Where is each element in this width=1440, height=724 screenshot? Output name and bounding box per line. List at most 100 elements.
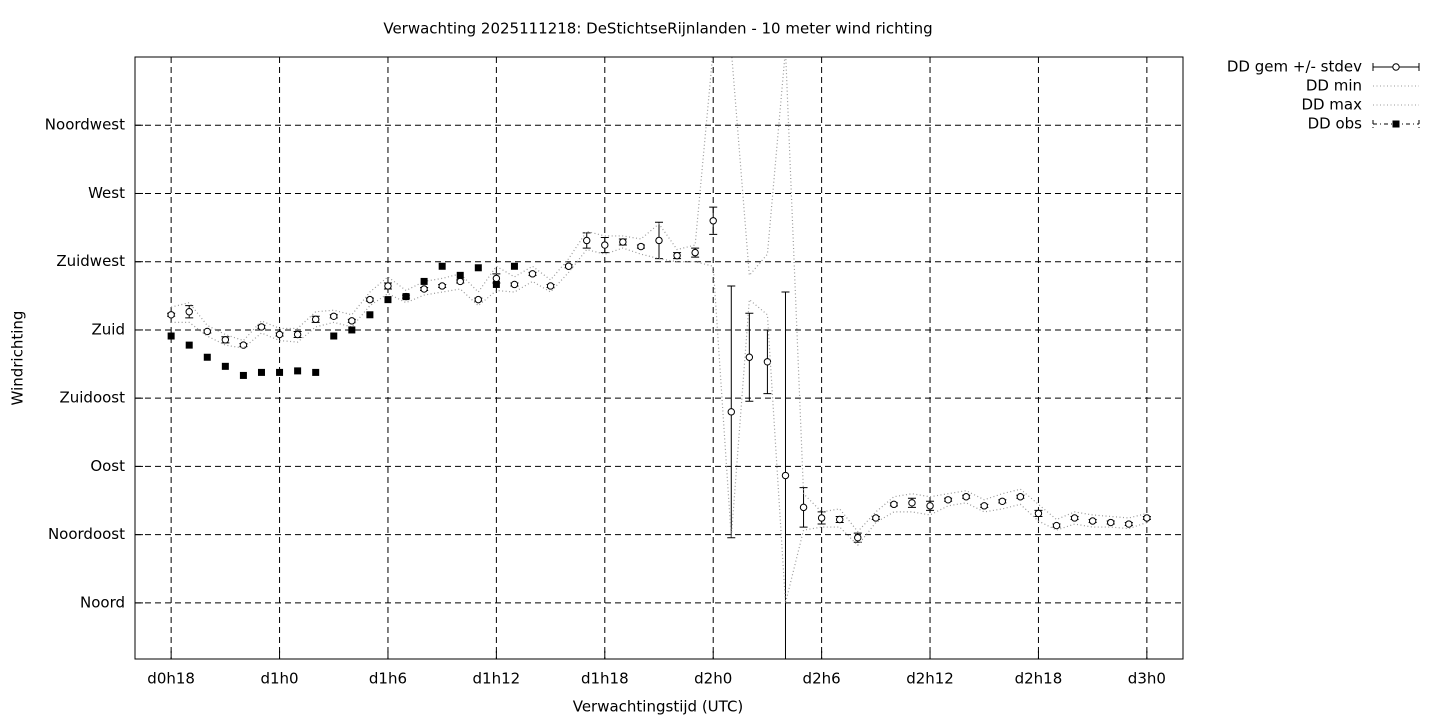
mean-point — [1107, 518, 1115, 527]
chart-title: Verwachting 2025111218: DeStichtseRijnla… — [383, 20, 932, 38]
mean-point — [583, 236, 591, 245]
mean-point — [691, 248, 699, 257]
mean-point — [872, 514, 880, 522]
plot-frame — [134, 56, 1184, 660]
obs-point — [402, 293, 410, 301]
mean-point — [854, 533, 862, 542]
mean-point — [1052, 521, 1061, 530]
obs-point — [474, 264, 482, 272]
mean-point — [601, 241, 609, 249]
obs-point — [420, 277, 428, 285]
obs-point — [239, 371, 247, 379]
mean-point — [438, 282, 446, 290]
mean-point — [835, 515, 844, 524]
x-tick-label: d1h0 — [260, 670, 298, 688]
y-tick-label: Noord — [80, 593, 125, 611]
mean-point — [763, 358, 772, 366]
mean-point — [637, 242, 645, 251]
obs-point — [203, 353, 211, 361]
mean-point — [1125, 520, 1133, 528]
y-tick-label: Noordoost — [48, 525, 125, 543]
mean-point — [817, 514, 826, 522]
obs-point — [330, 332, 338, 340]
mean-point — [727, 408, 735, 416]
mean-point — [998, 497, 1007, 505]
mean-point — [980, 502, 988, 510]
mean-point — [926, 502, 934, 510]
x-axis-label: Verwachtingstijd (UTC) — [573, 698, 744, 716]
mean-point — [799, 503, 808, 512]
mean-point — [1070, 514, 1079, 522]
mean-point — [221, 336, 230, 344]
mean-point — [962, 493, 970, 501]
mean-point — [1034, 509, 1043, 518]
obs-point — [294, 367, 302, 375]
mean-point — [528, 270, 537, 278]
x-tick-label: d2h0 — [694, 670, 732, 688]
legend-label: DD min — [1306, 77, 1362, 95]
range-line — [170, 57, 1148, 533]
y-tick-label: Zuidwest — [56, 252, 125, 270]
legend-label: DD obs — [1308, 115, 1363, 133]
mean-point — [492, 274, 501, 283]
x-tick-label: d2h18 — [1015, 670, 1063, 688]
y-tick-label: Oost — [90, 457, 125, 475]
x-tick-label: d3h0 — [1128, 670, 1166, 688]
obs-point — [366, 311, 374, 319]
x-tick-label: d1h12 — [473, 670, 521, 688]
mean-point — [908, 499, 916, 507]
x-tick-label: d2h6 — [803, 670, 841, 688]
obs-point — [276, 368, 284, 376]
mean-point — [510, 280, 519, 289]
mean-point — [384, 282, 392, 290]
mean-point — [293, 330, 302, 339]
mean-point — [474, 295, 483, 304]
obs-point — [257, 368, 265, 376]
mean-point — [366, 295, 374, 304]
grid — [135, 57, 1183, 659]
x-tick-label: d1h6 — [369, 670, 407, 688]
mean-point — [348, 317, 356, 325]
legend-label: DD gem +/- stdev — [1227, 58, 1362, 76]
obs-point — [510, 262, 518, 270]
obs-point — [348, 326, 356, 334]
mean-point — [203, 327, 211, 336]
mean-point — [619, 238, 627, 246]
obs-point — [492, 280, 500, 288]
legend-marker — [1392, 120, 1400, 128]
mean-point — [330, 312, 338, 320]
mean-point — [275, 330, 284, 339]
mean-point — [673, 251, 681, 260]
obs-point — [456, 271, 464, 279]
mean-point — [546, 282, 555, 290]
mean-point — [944, 496, 952, 504]
mean-point — [890, 500, 898, 509]
x-tick-label: d0h18 — [147, 670, 195, 688]
mean-point — [781, 471, 790, 480]
mean-point — [167, 311, 175, 319]
y-tick-label: West — [88, 184, 125, 202]
mean-point — [709, 217, 717, 225]
legend-label: DD max — [1301, 96, 1362, 114]
y-tick-label: Zuid — [92, 320, 125, 338]
x-tick-label: d1h18 — [581, 670, 629, 688]
mean-point — [257, 323, 266, 331]
obs-point — [384, 296, 392, 304]
x-tick-label: d2h12 — [906, 670, 954, 688]
mean-point — [311, 315, 320, 324]
range-line — [171, 247, 1148, 604]
mean-point — [564, 262, 573, 270]
mean-point — [185, 308, 193, 316]
y-tick-label: Zuidoost — [59, 389, 125, 407]
mean-point — [420, 285, 428, 293]
obs-point — [438, 262, 446, 270]
mean-point — [456, 277, 464, 286]
mean-point — [745, 353, 754, 361]
obs-point — [312, 368, 320, 376]
mean-point — [1016, 493, 1025, 501]
mean-point — [1143, 514, 1151, 522]
mean-point — [655, 236, 663, 245]
plot-area — [167, 57, 1151, 659]
mean-point — [1088, 517, 1097, 525]
